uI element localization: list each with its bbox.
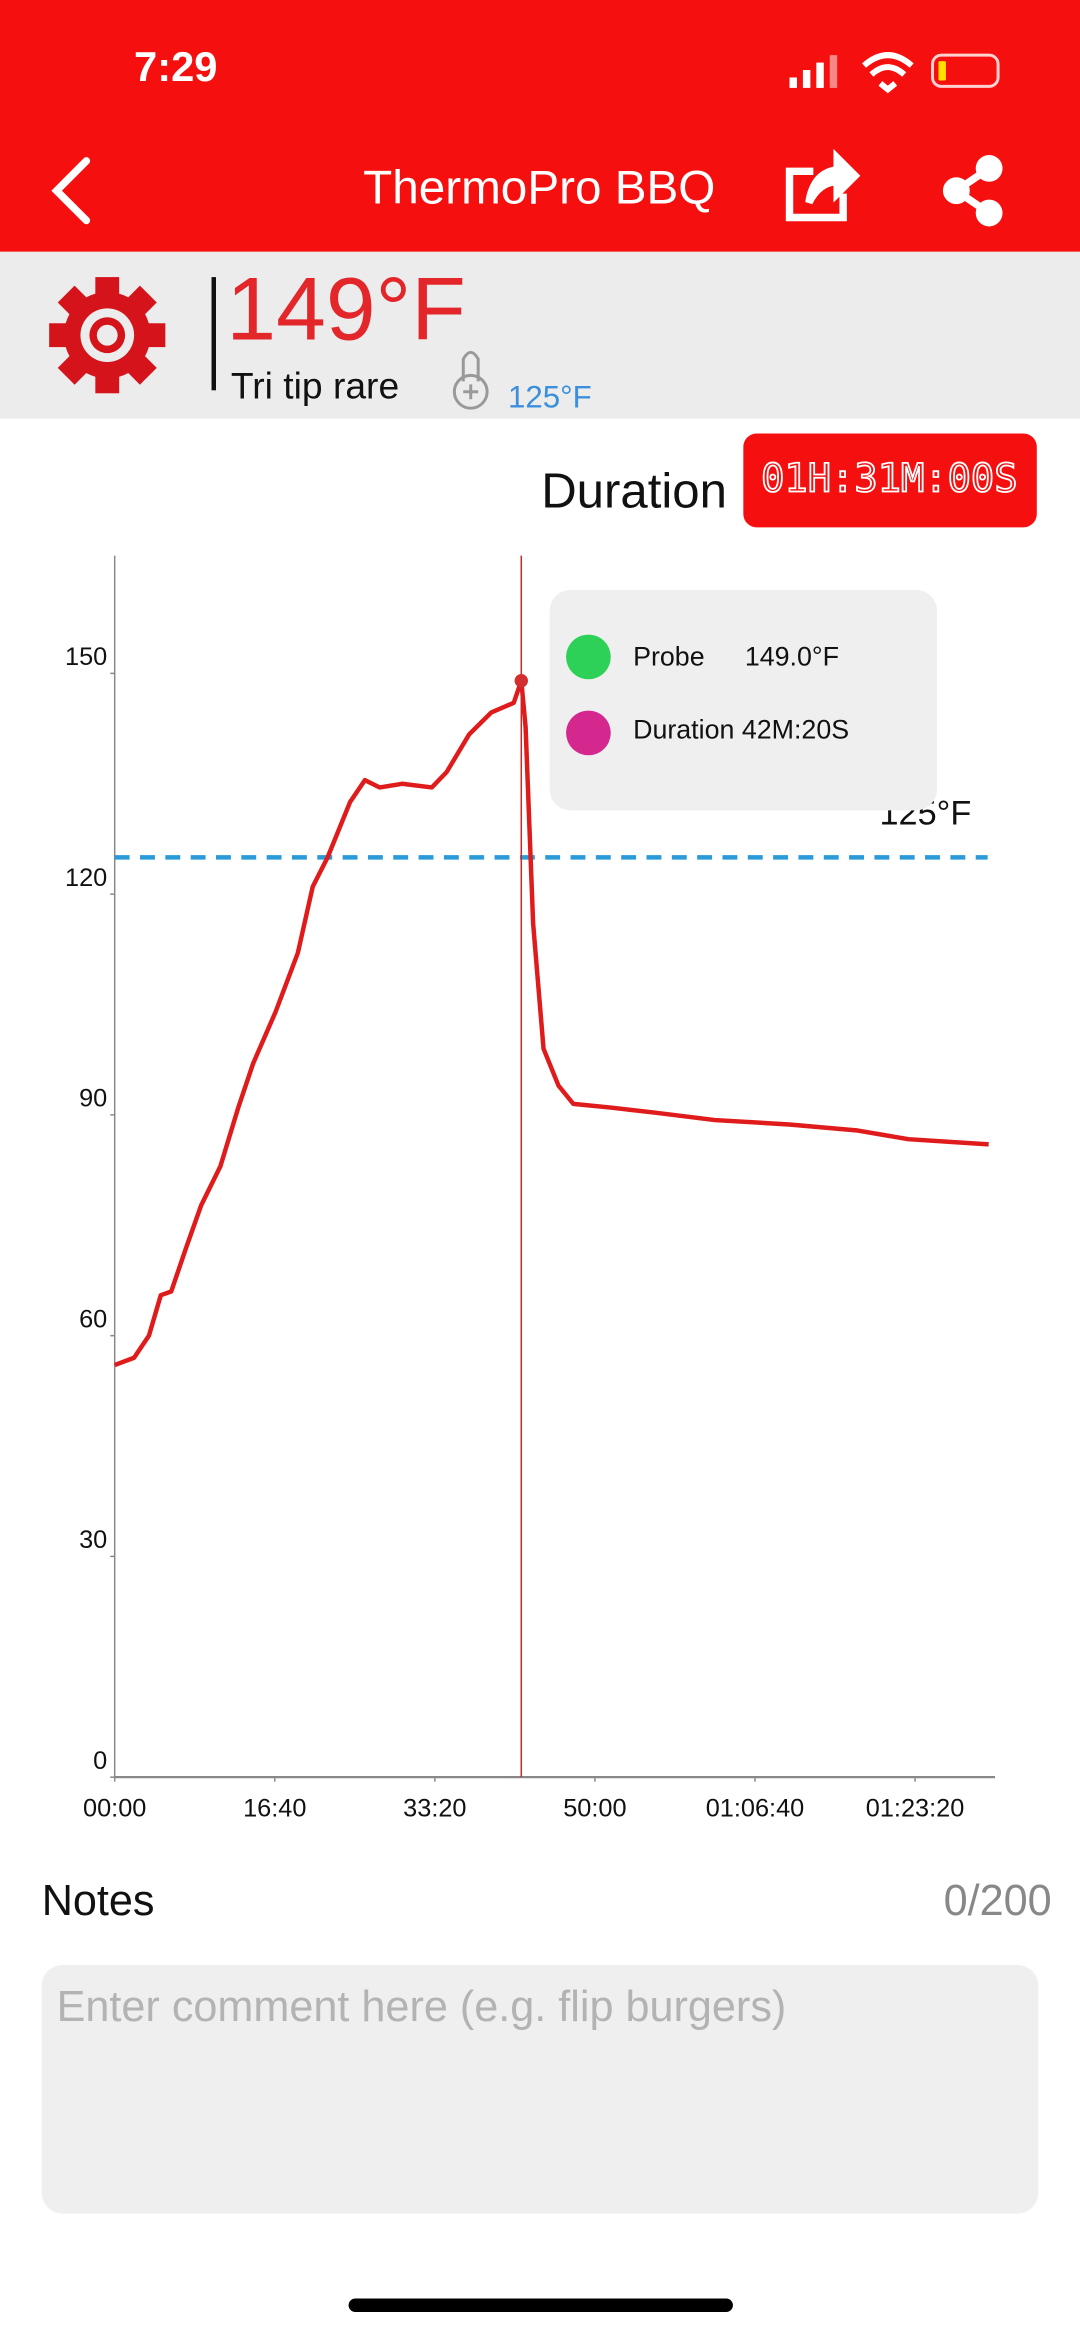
tooltip bbox=[549, 589, 937, 811]
tooltip-swatch bbox=[566, 710, 611, 756]
chart: 0 30 60 90 120 150 00:00 16:40 33:20 50:00 01:06:4… bbox=[65, 555, 996, 1823]
y-tick-label: 30 bbox=[79, 1526, 107, 1554]
y-tick-label: 0 bbox=[93, 1747, 107, 1775]
y-tick-label: 150 bbox=[65, 643, 107, 671]
battery-level bbox=[938, 61, 946, 81]
data-line bbox=[113, 678, 989, 1368]
duration-badge bbox=[743, 433, 1037, 528]
notes-input[interactable] bbox=[41, 1964, 1039, 2214]
tooltip-series-name: Probe bbox=[633, 642, 705, 672]
x-tick-label: 16:40 bbox=[243, 1795, 306, 1823]
signal-icon bbox=[789, 55, 838, 88]
settings-gear[interactable] bbox=[49, 277, 166, 394]
y-tick-label: 90 bbox=[79, 1085, 107, 1113]
battery-icon bbox=[931, 53, 1000, 88]
share-button[interactable] bbox=[942, 154, 1003, 227]
x-tick-label: 50:00 bbox=[563, 1795, 626, 1823]
wifi-icon bbox=[862, 52, 914, 94]
back-button[interactable] bbox=[51, 157, 91, 225]
export-button[interactable] bbox=[785, 148, 861, 222]
probe-name: Tri tip rare bbox=[231, 365, 399, 407]
cursor-point bbox=[514, 674, 528, 688]
tooltip-duration-label: Duration bbox=[633, 715, 734, 745]
home-indicator bbox=[348, 2298, 733, 2312]
x-tick-label: 01:06:40 bbox=[706, 1795, 805, 1823]
tooltip-swatch bbox=[566, 634, 611, 680]
tooltip-duration-value: 42M:20S bbox=[742, 715, 849, 745]
y-tick-label: 120 bbox=[65, 864, 107, 892]
duration-label: Duration bbox=[541, 465, 727, 519]
notes-title: Notes bbox=[42, 1877, 155, 1925]
notes-counter: 0/200 bbox=[944, 1877, 1052, 1925]
probe-panel bbox=[0, 251, 1080, 419]
x-tick-label: 00:00 bbox=[83, 1795, 146, 1823]
target-icon bbox=[452, 350, 489, 410]
y-tick-label: 60 bbox=[79, 1305, 107, 1333]
status-time: 7:29 bbox=[134, 43, 217, 90]
x-tick-label: 33:20 bbox=[403, 1795, 466, 1823]
app-title: ThermoPro BBQ bbox=[363, 161, 715, 214]
x-tick-label: 01:23:20 bbox=[866, 1795, 965, 1823]
duration-timer: 01H:31M:00S bbox=[761, 457, 1017, 502]
probe-temperature: 149°F bbox=[226, 258, 465, 358]
divider bbox=[211, 277, 216, 391]
notes-placeholder: Enter comment here (e.g. flip burgers) bbox=[57, 1983, 787, 2031]
app-bar bbox=[0, 0, 1080, 252]
tooltip-probe-value: 149.0°F bbox=[745, 642, 839, 672]
probe-target: 125°F bbox=[508, 380, 592, 415]
